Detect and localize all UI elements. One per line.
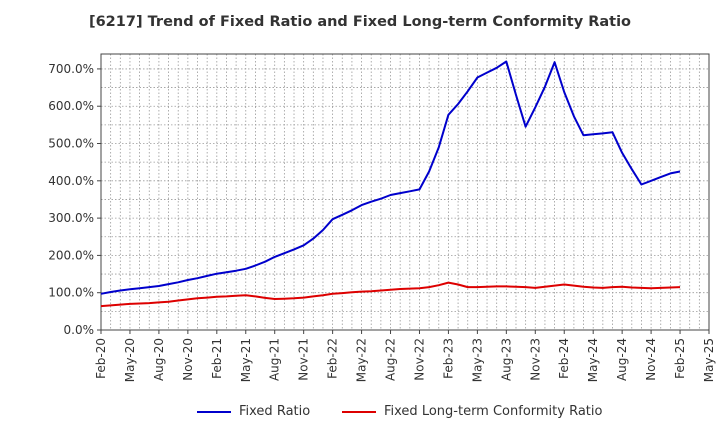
y-tick-label: 600.0% <box>48 99 94 113</box>
plot-frame <box>100 53 710 331</box>
y-tick-label: 500.0% <box>48 137 94 151</box>
x-tick-labels: Feb-20 May-20 Aug-20 Nov-20 Feb-21 May-21 Aug-… <box>94 338 716 382</box>
x-tick-label: Feb-22 <box>326 338 340 379</box>
y-tick-labels: 0.0% 100.0% 200.0% 300.0% 400.0% 500.0% 600.0%… <box>48 62 94 337</box>
x-tick-label: Nov-21 <box>297 338 311 381</box>
x-tick-label: May-25 <box>702 338 716 382</box>
legend-label-fixed-ratio: Fixed Ratio <box>239 404 311 419</box>
legend-label-fixed-long-term-conformity-ratio: Fixed Long-term Conformity Ratio <box>384 404 603 419</box>
x-tick-label: Aug-23 <box>499 338 513 381</box>
series-line-fixed-long-term-conformity-ratio <box>100 281 681 308</box>
x-tick-label: May-24 <box>586 338 600 382</box>
x-tick-label: May-23 <box>470 338 484 382</box>
x-tick-label: Feb-23 <box>441 338 455 379</box>
x-tick-label: Feb-25 <box>673 338 687 379</box>
y-tick-label: 100.0% <box>48 286 94 300</box>
x-tick-label: Feb-24 <box>557 338 571 379</box>
y-tick-label: 0.0% <box>64 323 95 337</box>
x-tick-label: Aug-20 <box>152 338 166 381</box>
x-tick-label: Aug-24 <box>615 338 629 381</box>
legend: Fixed Ratio Fixed Long-term Conformity R… <box>0 404 720 426</box>
y-tick-label: 700.0% <box>48 62 94 76</box>
y-tick-label: 300.0% <box>48 211 94 225</box>
x-tick-label: Aug-22 <box>384 338 398 381</box>
series-line-fixed-ratio <box>100 60 681 295</box>
x-tick-label: Feb-20 <box>94 338 108 379</box>
y-tick-label: 400.0% <box>48 174 94 188</box>
axes <box>97 53 710 334</box>
x-tick-label: Nov-23 <box>528 338 542 381</box>
legend-item-fixed-ratio: Fixed Ratio <box>197 404 310 419</box>
x-tick-label: Feb-21 <box>210 338 224 379</box>
series-lines <box>100 60 681 308</box>
chart-title: [6217] Trend of Fixed Ratio and Fixed Lo… <box>88 14 632 30</box>
x-tick-label: Nov-22 <box>412 338 426 381</box>
y-tick-label: 200.0% <box>48 248 94 262</box>
x-tick-label: May-20 <box>123 338 137 382</box>
x-tick-label: Aug-21 <box>268 338 282 381</box>
x-tick-label: Nov-24 <box>644 338 658 381</box>
x-tick-label: May-22 <box>355 338 369 382</box>
legend-swatch-fixed-long-term-conformity-ratio <box>342 410 376 413</box>
legend-swatch-fixed-ratio <box>197 410 231 413</box>
x-tick-label: May-21 <box>239 338 253 382</box>
legend-item-fixed-long-term-conformity-ratio: Fixed Long-term Conformity Ratio <box>342 404 602 419</box>
x-tick-label: Nov-20 <box>181 338 195 381</box>
